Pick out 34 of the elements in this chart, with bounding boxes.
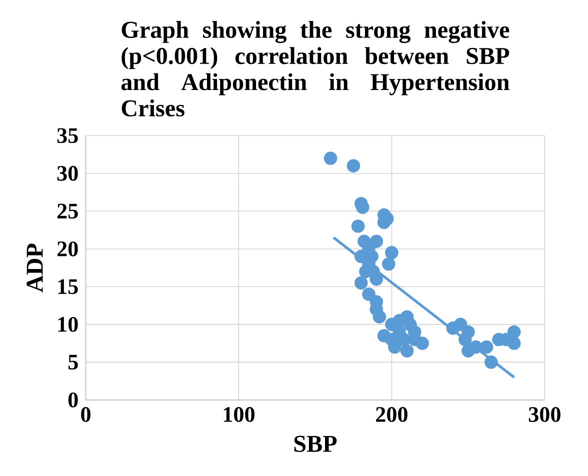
point — [454, 318, 468, 332]
point — [354, 276, 368, 290]
point — [416, 336, 429, 350]
x-tick-label: 300 — [528, 407, 560, 422]
point — [469, 340, 482, 354]
y-tick-label: 25 — [57, 204, 78, 219]
y-tick-label: 15 — [58, 279, 78, 294]
y-tick-label: 10 — [58, 317, 78, 332]
y-axis-title: ADP — [26, 244, 43, 292]
y-tick-label: 0 — [68, 392, 78, 408]
y-tick-label: 5 — [68, 354, 78, 370]
x-tick-label: 200 — [376, 407, 408, 422]
point — [346, 159, 360, 173]
point — [480, 340, 494, 354]
point — [372, 310, 386, 324]
point — [458, 332, 472, 346]
x-tick-label: 0 — [81, 407, 90, 422]
x-axis-title: SBP — [294, 436, 337, 452]
y-tick-label: 30 — [57, 166, 78, 181]
point — [382, 257, 396, 271]
point — [370, 272, 384, 286]
y-tick-label: 35 — [57, 128, 78, 144]
point — [388, 340, 402, 354]
point — [362, 288, 376, 301]
point — [484, 356, 498, 369]
point — [385, 246, 398, 260]
y-tick-label: 20 — [57, 242, 78, 256]
x-tick-label: 100 — [224, 407, 254, 422]
point — [370, 234, 384, 248]
point — [324, 152, 338, 165]
chart-title: Graph showing the strong negative (p<0.001) correlation between SBP and Adiponectin in Hypertension Crises — [121, 21, 510, 116]
point — [351, 220, 365, 233]
point — [356, 200, 370, 214]
point — [400, 344, 414, 358]
